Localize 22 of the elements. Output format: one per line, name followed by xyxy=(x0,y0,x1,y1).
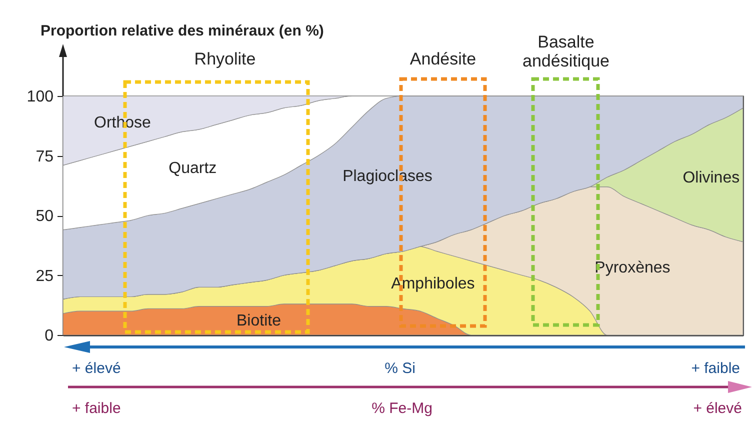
text: % Fe-Mg xyxy=(372,400,432,418)
y-tick-label: 50 xyxy=(36,208,54,225)
series-label: Pyroxènes xyxy=(594,259,670,276)
text: Basalte andésitique xyxy=(522,32,610,71)
y-tick-label: 100 xyxy=(26,88,54,106)
series-label: Olivines xyxy=(682,169,740,186)
text: + élevé xyxy=(693,400,742,418)
series-label: Plagioclases xyxy=(342,168,432,185)
y-axis-title: Proportion relative des minéraux (en %) xyxy=(40,22,324,40)
text: + élevé xyxy=(72,360,121,378)
text: Andésite xyxy=(410,50,476,70)
series-label: Orthose xyxy=(94,114,152,132)
series-label: Biotite xyxy=(236,312,282,330)
series-label: Quartz xyxy=(168,160,217,177)
series-label: Amphiboles xyxy=(391,275,475,292)
text: + faible xyxy=(691,360,740,378)
text: + faible xyxy=(72,400,121,418)
y-tick-label: 75 xyxy=(36,148,54,166)
y-tick-label: 0 xyxy=(44,328,54,344)
text: Rhyolite xyxy=(194,50,256,70)
text: % Si xyxy=(384,360,416,378)
y-tick-label: 25 xyxy=(36,268,54,285)
